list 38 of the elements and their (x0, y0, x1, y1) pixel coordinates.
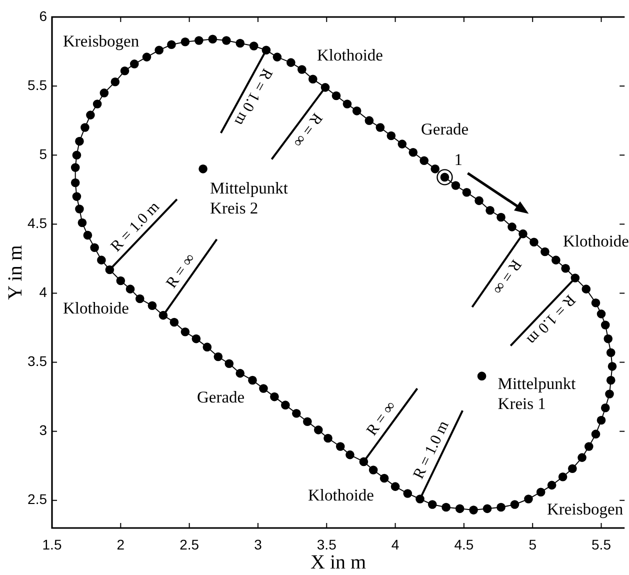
annotation: 1 (454, 150, 462, 170)
text: R = ∞ (163, 250, 199, 292)
text: R = ∞ (488, 256, 525, 298)
annotation: Klothoide (563, 231, 629, 250)
text: R = 1.0 m (523, 291, 579, 348)
y-tick-label: 2.5 (28, 491, 48, 508)
y-tick-label: 4.5 (28, 215, 48, 232)
x-tick-label: 4.5 (454, 536, 474, 552)
x-tick-label: 4 (391, 536, 400, 552)
y-axis-title: Y in m (4, 244, 26, 300)
annotation: Kreisbogen (63, 31, 140, 50)
annotation: Klothoide (317, 45, 383, 64)
x-tick-label: 3 (254, 536, 262, 552)
text: R = ∞ (289, 110, 326, 150)
annotation: Gerade (197, 387, 245, 406)
annotation: Klothoide (308, 485, 374, 504)
y-tick-label: 6 (39, 8, 48, 24)
text: R = ∞ (363, 398, 400, 439)
x-tick-label: 2.5 (180, 536, 200, 552)
text: R = 1.0 m (230, 66, 276, 128)
text: R = 1.0 m (410, 418, 452, 482)
y-tick-label: 4 (39, 284, 48, 300)
y-tick-label: 3 (39, 422, 48, 438)
x-axis-title: X in m (310, 551, 367, 574)
x-tick-label: 5 (528, 536, 537, 552)
annotation: Klothoide (63, 298, 129, 318)
annotation: Mittelpunkt Kreis 1 (498, 374, 576, 413)
annotation: Gerade (421, 119, 469, 138)
x-tick-label: 3.5 (316, 536, 337, 552)
x-tick-label: 1.5 (42, 536, 62, 552)
y-tick-label: 5 (39, 146, 48, 162)
x-tick-label: 5.5 (592, 536, 612, 552)
x-tick-label: 2 (116, 536, 125, 552)
y-tick-label: 5.5 (28, 76, 48, 93)
annotation: Mittelpunkt Kreis 2 (210, 178, 288, 218)
annotation: Kreisbogen (547, 499, 624, 518)
y-tick-label: 3.5 (28, 353, 48, 370)
text: R = 1.0 m (108, 198, 163, 256)
